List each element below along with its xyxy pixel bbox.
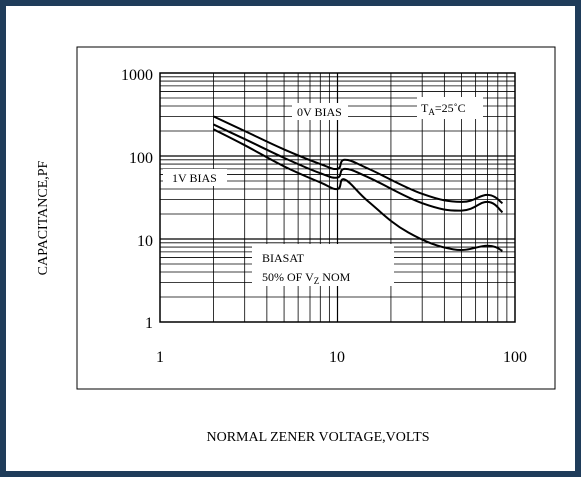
annotation-0v-bias: 0V BIAS [292,103,348,120]
y-tick-label-100: 100 [129,150,153,167]
y-tick-label-1000: 1000 [121,67,153,84]
annotation-1v-bias: 1V BIAS [163,169,227,186]
annotation-0v-bias-text: 0V BIAS [297,105,342,119]
x-tick-label-1: 1 [156,349,164,366]
y-axis-title: CAPACITANCE,PF [36,160,51,275]
annotation-bias-at-line2: 50% OF VZ NOM [262,270,351,286]
annotation-bias-at: BIASAT 50% OF VZ NOM [252,244,394,286]
series-line-2 [212,128,503,252]
series-line-1 [213,123,504,214]
x-tick-label-10: 10 [329,349,345,366]
plot-area [159,72,516,323]
x-axis-title: NORMAL ZENER VOLTAGE,VOLTS [206,430,429,445]
x-tick-label-100: 100 [503,349,527,366]
annotation-bias-at-line1: BIASAT [262,251,305,265]
series-line-0 [213,115,504,205]
y-tick-label-1: 1 [145,315,153,332]
y-tick-label-10: 10 [137,233,153,250]
annotation-temperature: TA=25˚C [417,97,483,119]
annotation-temperature-text: TA=25˚C [421,101,466,117]
annotation-1v-bias-text: 1V BIAS [172,171,217,185]
series-group [212,115,504,252]
